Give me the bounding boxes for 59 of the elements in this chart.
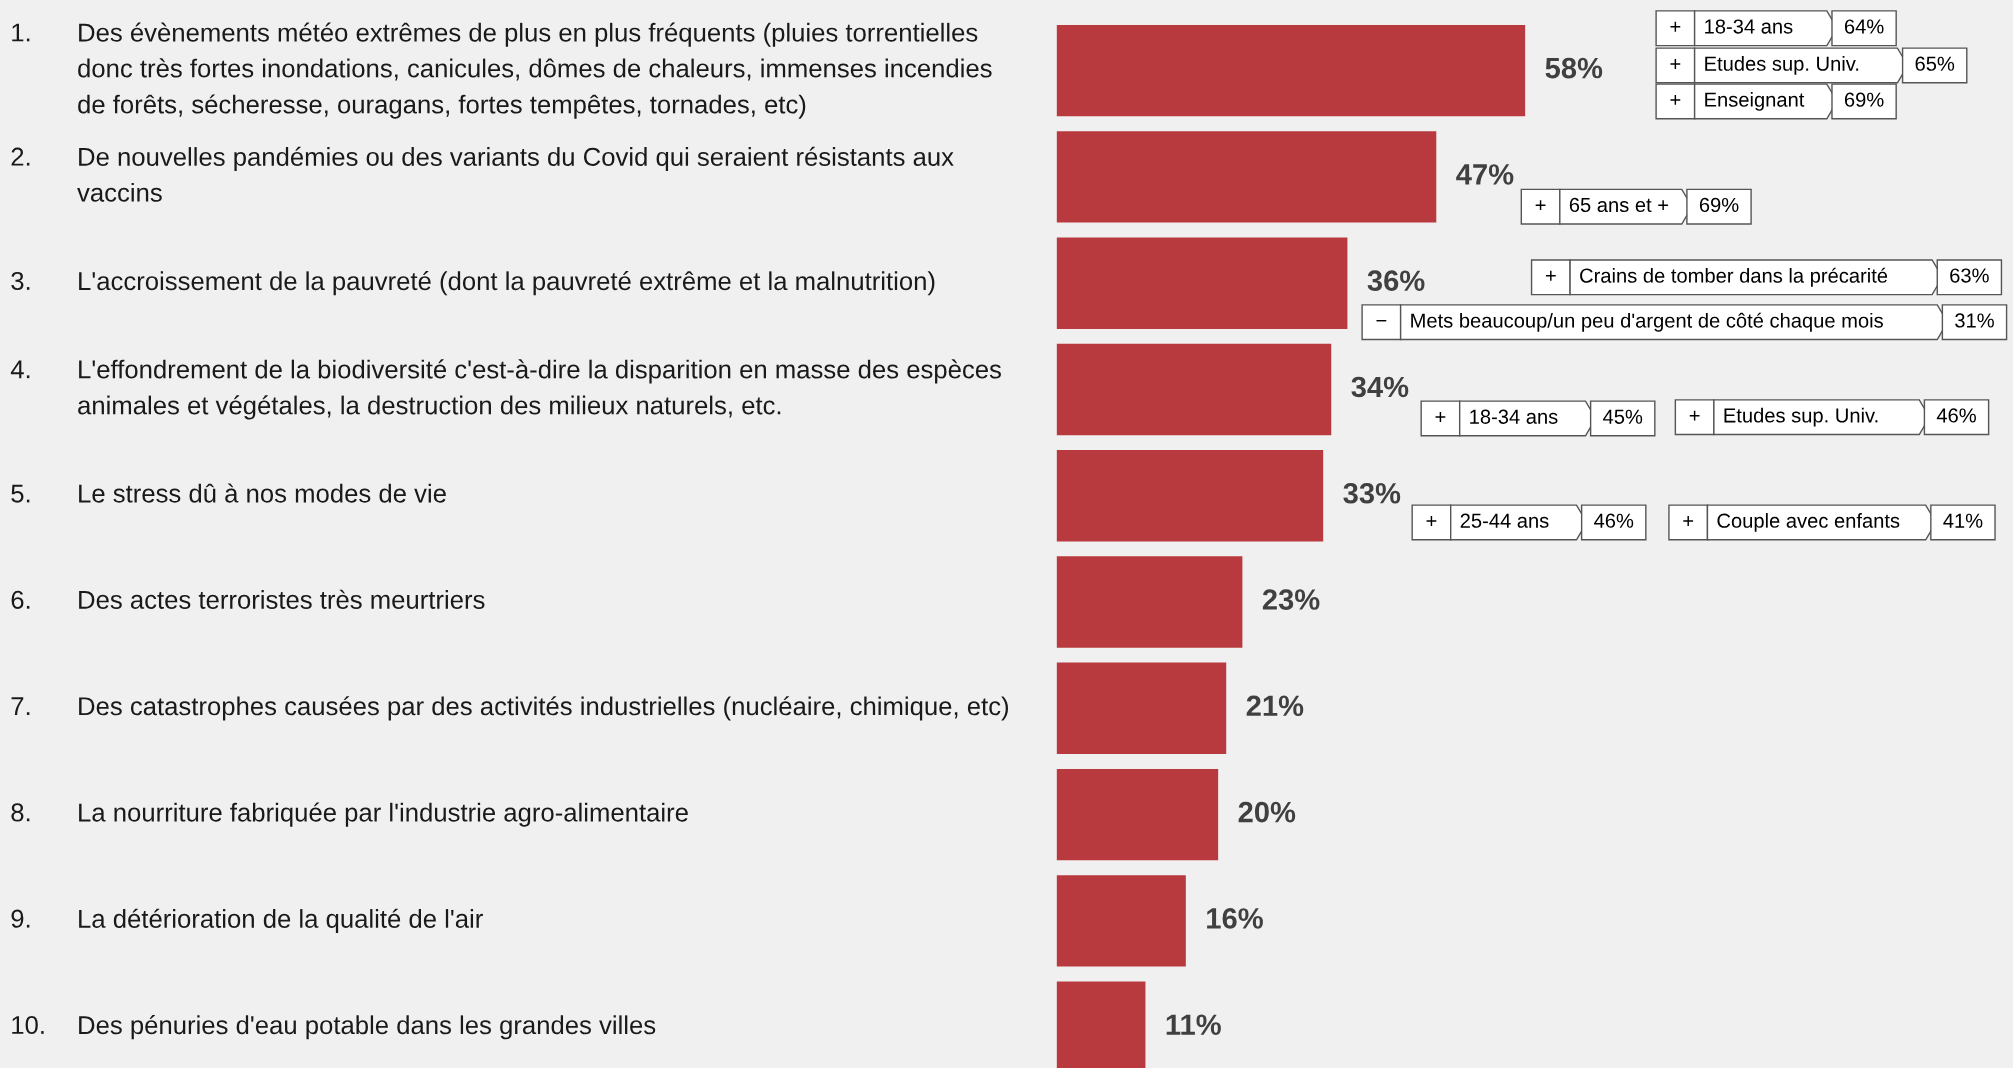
annotation: 18-34 ans [1470, 409, 1558, 424]
data-label: 36% [1367, 270, 1425, 292]
bar [1056, 556, 1243, 648]
text: 41% [1943, 513, 1983, 528]
bar [1056, 662, 1227, 755]
text: 45% [1603, 409, 1643, 424]
text: + [1670, 94, 1681, 105]
text: + [1689, 410, 1700, 421]
data-label: 21% [1246, 695, 1304, 717]
text: 46% [1594, 513, 1634, 528]
annotation: + [1426, 516, 1437, 526]
annotation: Mets beaucoup/un peu d'argent de côté chaque mois [1411, 312, 1883, 332]
bar [1056, 343, 1332, 436]
text: 63% [1950, 268, 1989, 283]
category-label: 2. De nouvelles pandémies ou des variants du Covid qui seraient résistants aux vaccins [11, 146, 954, 202]
annotation: + [1435, 412, 1446, 422]
text: Enseignant [1705, 92, 1805, 111]
category-label: 5. Le stress dû à nos modes de vie [11, 483, 446, 503]
bar [1056, 131, 1437, 223]
text: 65% [1915, 56, 1955, 71]
text: + [1670, 21, 1681, 32]
text: + [1683, 516, 1694, 526]
data-label: 47% [1456, 164, 1514, 185]
text: 31% [1955, 313, 1994, 328]
bar [1056, 450, 1324, 542]
text: 65 ans et + [1569, 197, 1669, 213]
category-label: 3. L'accroissement de la pauvreté (dont la pauvreté extrême et la malnutrition) [11, 271, 935, 296]
data-label: 20% [1238, 801, 1296, 823]
data-label: 58% [1545, 57, 1603, 79]
bar [1056, 24, 1526, 117]
category-label: 6. Des actes terroristes très meurtriers [11, 589, 485, 609]
data-label: 34% [1351, 376, 1409, 398]
text: Etudes sup. Univ. [1724, 407, 1878, 427]
bar [1056, 237, 1348, 329]
category-label: 4. L'effondrement de la biodiversité c'est-à-dire la disparition en masse des espèces animales et végétales, la destruction des milieux naturels, etc. [10, 359, 1001, 420]
category-label: 8. La nourriture fabriquée par l'industrie agro-alimentaire [11, 802, 688, 827]
annotation: − [1376, 319, 1387, 322]
data-label: 11% [1166, 1014, 1221, 1035]
data-label: 23% [1262, 589, 1320, 610]
text: Crains de tomber dans la précarité [1580, 267, 1888, 287]
category-label: 9. La détérioration de la qualité de l'air [11, 908, 483, 934]
text: + [1535, 200, 1546, 211]
bar [1056, 768, 1219, 861]
data-label: 16% [1207, 908, 1263, 929]
annotation: 25-44 ans [1460, 513, 1549, 528]
text: 18-34 ans [1705, 19, 1793, 34]
text: 64% [1844, 19, 1884, 34]
text: 46% [1936, 408, 1976, 423]
text: 69% [1699, 197, 1739, 213]
data-label: 33% [1343, 482, 1401, 504]
category-label: 10. Des pénuries d'eau potable dans les grandes villes [12, 1015, 656, 1040]
text: Couple avec enfants [1717, 513, 1900, 532]
text: Etudes sup. Univ. [1705, 56, 1859, 75]
category-label: 7. Des catastrophes causées par des activités industrielles (nucléaire, chimique, etc) [11, 696, 1009, 721]
text: 69% [1844, 92, 1884, 107]
text: + [1670, 59, 1681, 69]
text: + [1545, 270, 1556, 281]
category-label: 1. Des évènements météo extrêmes de plus en plus fréquents (pluies torrentielles donc très fortes inondations, canicules, dômes de chaleurs, immenses incendies de forêts, sécheresse, ouragans, fortes tempêtes, tornades, etc) [12, 22, 992, 119]
bar [1056, 875, 1186, 967]
